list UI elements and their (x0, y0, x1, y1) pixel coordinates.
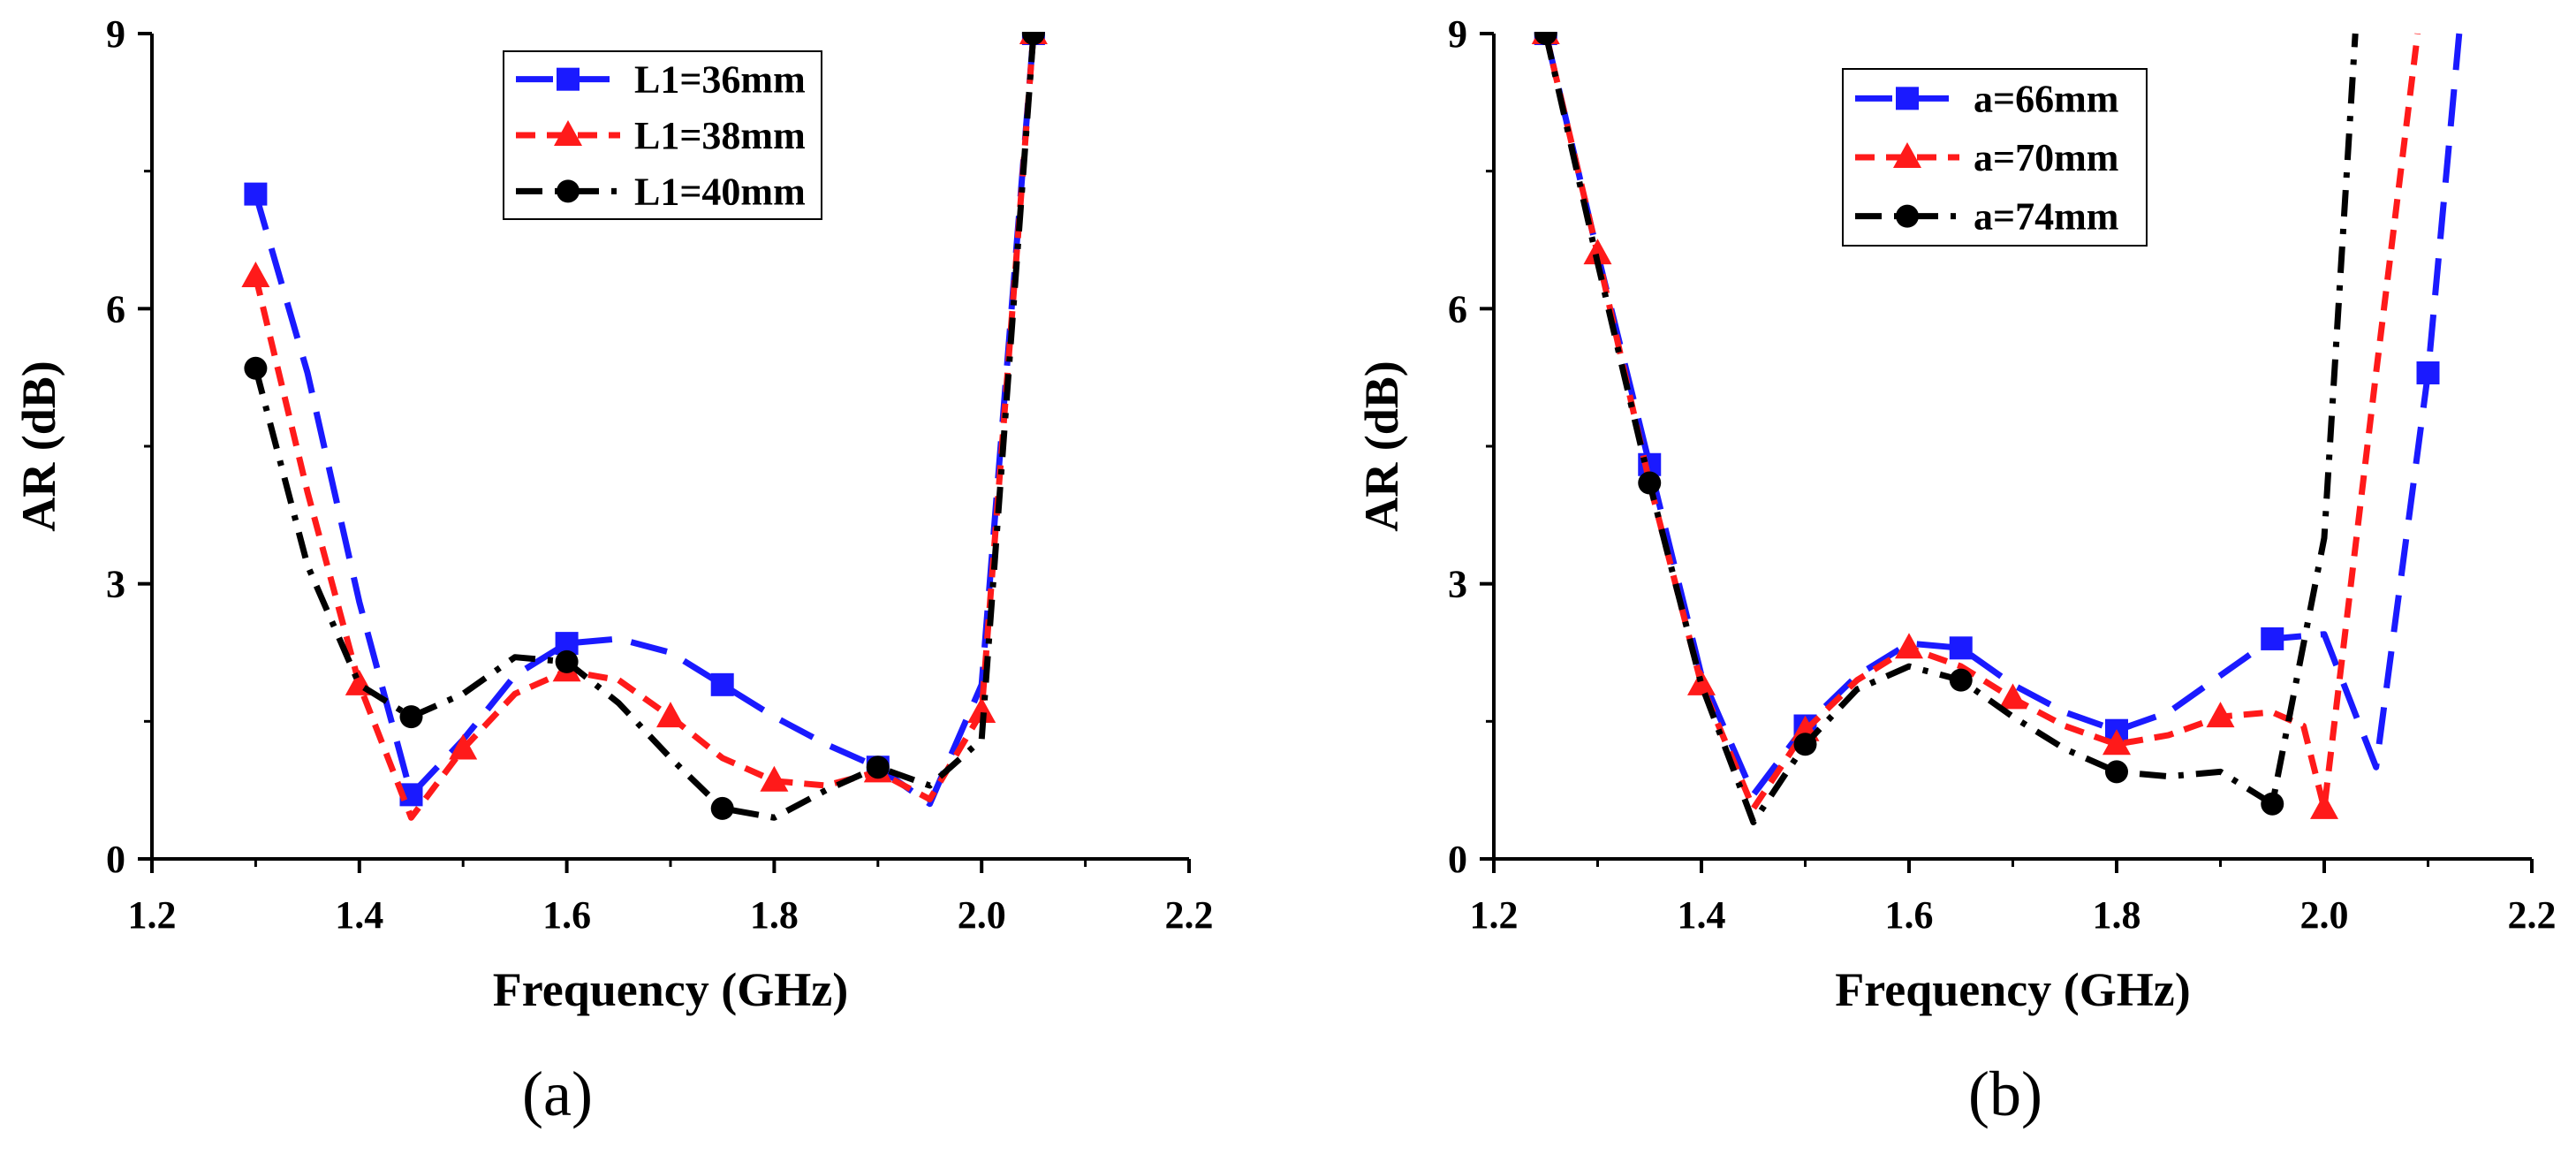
p1-x-tick-label: 1.4 (1678, 893, 1726, 937)
p0-series-0-point (244, 182, 268, 206)
p1-series-line-0 (1542, 33, 2463, 798)
p1-series-2-point (2261, 792, 2284, 816)
p1-y-axis-title: AR (dB) (1355, 361, 1408, 532)
p1-series-1-point (1895, 633, 1923, 659)
p0-series-line-2 (253, 33, 1037, 821)
p1-panel-label: (b) (1968, 1059, 2042, 1129)
p1-x-tick-label: 1.6 (1885, 893, 1934, 937)
p0-series-1-point (760, 765, 789, 792)
p0-x-tick-label: 1.6 (542, 893, 591, 937)
p0-legend: L1=36mm L1=38mm L1=40mm (503, 50, 822, 220)
p0-legend-label-1: L1=38mm (634, 114, 806, 157)
p0-series-line-1 (252, 33, 1037, 821)
p0-series-2-point (244, 356, 268, 380)
p0-y-tick-label: 0 (106, 838, 125, 881)
p1-series-1-point (1687, 669, 1716, 695)
p0-y-tick-label: 3 (106, 563, 125, 606)
p1-series-2-point (1534, 32, 1557, 45)
p1-x-tick-label: 1.8 (2093, 893, 2141, 937)
p0-legend-label-0: L1=36mm (634, 58, 806, 102)
p0-plot-area (241, 32, 1048, 821)
p1-series-1-point (1583, 239, 1612, 265)
p1-y-tick-label: 3 (1448, 563, 1467, 606)
p1-series-0-point (2416, 361, 2440, 384)
p0-series-2-point (399, 705, 423, 729)
p1-x-tick-label: 1.2 (1470, 893, 1519, 937)
p0-series-2-point (555, 649, 579, 673)
p0-panel-label: (a) (522, 1059, 593, 1129)
p1-y-tick-label: 6 (1448, 287, 1467, 330)
p1-y-tick-label: 0 (1448, 838, 1467, 881)
p0-x-tick-label: 2.2 (1165, 893, 1214, 937)
p0-series-2-point (866, 756, 890, 779)
p1-series-2-point (2105, 760, 2128, 784)
p1-legend-label-1: a=70mm (1974, 136, 2118, 179)
p1-series-0-point (2261, 627, 2284, 650)
p0-legend-marker-1 (554, 120, 582, 146)
p0-x-tick-label: 1.4 (335, 893, 383, 937)
p1-series-1-point (1998, 683, 2027, 710)
p1-legend-label-2: a=74mm (1974, 195, 2118, 239)
p0-y-tick-label: 6 (106, 287, 125, 330)
p1-series-2-point (1638, 471, 1662, 495)
p1-x-axis-title: Frequency (GHz) (1835, 963, 2190, 1016)
p0-x-tick-label: 1.2 (128, 893, 177, 937)
p0-series-1-point (241, 262, 270, 288)
p1-legend-marker-2 (1896, 204, 1919, 228)
p0-series-0-point (710, 672, 734, 696)
p0-series-1-point (656, 702, 685, 728)
p0-legend-marker-2 (557, 179, 580, 203)
p0-y-axis-title: AR (dB) (12, 361, 65, 532)
p1-series-1-point (2310, 793, 2338, 819)
p0-series-1-point (967, 696, 996, 723)
p1-series-1-point (2102, 729, 2131, 756)
p0-x-tick-label: 2.0 (958, 893, 1006, 937)
chart-panel-a: 1.2 1.4 1.6 1.8 2.0 2.2 0 3 6 9 Frequency (GHz) AR … (12, 12, 1214, 1129)
p1-series-1-point (2206, 702, 2235, 728)
p0-x-tick-label: 1.8 (750, 893, 799, 937)
p1-x-tick-label: 2.0 (2300, 893, 2349, 937)
p1-plot-area (1531, 32, 2463, 825)
p1-y-tick-label: 9 (1448, 12, 1467, 56)
p0-legend-marker-0 (557, 67, 580, 91)
p1-legend: a=66mm a=70mm a=74mm (1842, 68, 2148, 247)
p0-series-1-point (449, 733, 478, 760)
p1-series-0-point (1949, 636, 1973, 660)
p1-x-tick-label: 2.2 (2508, 893, 2557, 937)
p0-series-2-point (710, 796, 734, 820)
p1-legend-marker-1 (1893, 142, 1921, 168)
p1-legend-marker-0 (1896, 87, 1919, 110)
p0-legend-label-2: L1=40mm (634, 170, 806, 213)
p1-series-2-point (1949, 668, 1973, 692)
p0-y-tick-label: 9 (106, 12, 125, 56)
p0-x-axis-title: Frequency (GHz) (493, 963, 848, 1016)
p1-series-2-point (1793, 733, 1817, 756)
p0-series-2-point (1021, 32, 1045, 45)
chart-panel-b: 1.2 1.4 1.6 1.8 2.0 2.2 0 3 6 9 Frequency (GHz) AR … (1355, 12, 2557, 1129)
p1-legend-label-0: a=66mm (1974, 77, 2118, 120)
